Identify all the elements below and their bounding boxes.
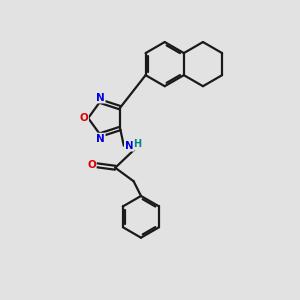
Text: O: O <box>87 160 96 170</box>
Text: N: N <box>96 93 105 103</box>
Text: O: O <box>80 113 88 123</box>
Text: N: N <box>96 134 105 144</box>
Text: H: H <box>134 140 142 149</box>
Text: N: N <box>125 141 134 151</box>
